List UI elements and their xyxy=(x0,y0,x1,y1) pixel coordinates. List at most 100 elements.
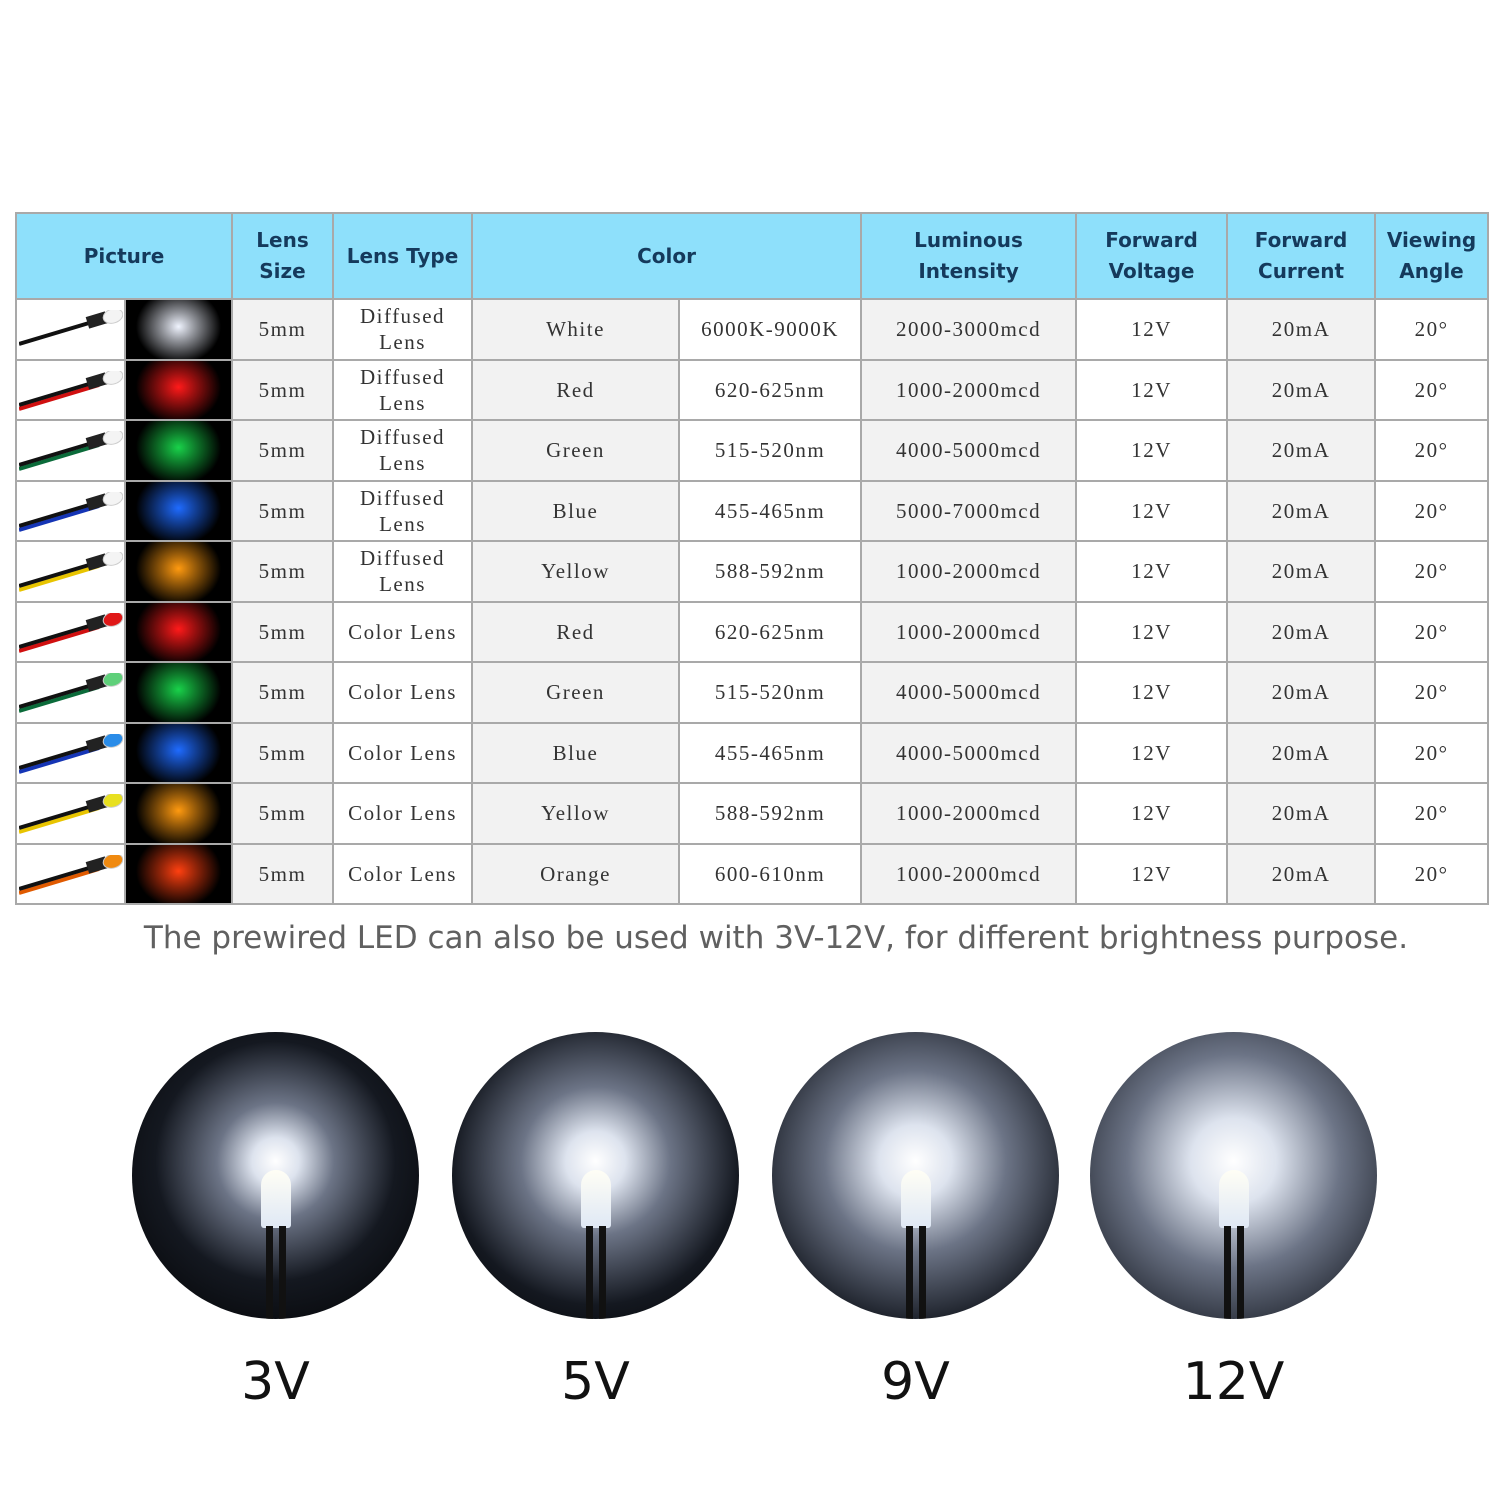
forward-voltage: 12V xyxy=(1075,540,1229,603)
lens-type: Diffused Lens xyxy=(332,479,474,542)
led-wire-photo xyxy=(15,479,126,542)
led-glow-icon xyxy=(126,723,232,782)
led-glow-icon xyxy=(126,542,232,601)
luminous-intensity: 1000-2000mcd xyxy=(860,600,1078,663)
led-brightness-photo xyxy=(772,1032,1059,1319)
color-name: Yellow xyxy=(471,540,681,603)
lens-type: Color Lens xyxy=(332,842,474,905)
forward-current: 20mA xyxy=(1226,358,1377,421)
forward-current: 20mA xyxy=(1226,600,1377,663)
prewired-led-icon xyxy=(19,370,123,411)
forward-current: 20mA xyxy=(1226,661,1377,724)
header-picture: Picture xyxy=(14,212,234,300)
viewing-angle: 20° xyxy=(1374,419,1490,482)
header-forward-current: Forward Current xyxy=(1226,212,1377,300)
led-wire-photo xyxy=(15,842,126,905)
luminous-intensity: 1000-2000mcd xyxy=(860,540,1078,603)
color-spec: 588-592nm xyxy=(678,782,863,845)
viewing-angle: 20° xyxy=(1374,721,1490,784)
table-row: 5mm Diffused Lens Green 515-520nm 4000-5… xyxy=(15,419,1490,482)
prewired-led-icon xyxy=(19,673,123,713)
viewing-angle: 20° xyxy=(1374,358,1490,421)
spec-table: Picture Lens Size Lens Type Color Lumino… xyxy=(14,212,1490,905)
lens-size: 5mm xyxy=(231,358,335,421)
luminous-intensity: 1000-2000mcd xyxy=(860,358,1078,421)
forward-voltage: 12V xyxy=(1075,782,1229,845)
forward-current: 20mA xyxy=(1226,298,1377,361)
luminous-intensity: 2000-3000mcd xyxy=(860,298,1078,361)
prewired-led-icon xyxy=(19,310,123,350)
table-row: 5mm Diffused Lens White 6000K-9000K 2000… xyxy=(15,298,1490,361)
color-spec: 6000K-9000K xyxy=(678,298,863,361)
forward-voltage: 12V xyxy=(1075,842,1229,905)
color-spec: 515-520nm xyxy=(678,661,863,724)
led-glow-photo xyxy=(123,540,234,603)
color-name: Blue xyxy=(471,479,681,542)
led-glow-icon xyxy=(126,421,232,480)
voltage-label: 5V xyxy=(561,1352,630,1412)
led-wire-photo xyxy=(15,298,126,361)
voltage-label: 9V xyxy=(881,1352,950,1412)
viewing-angle: 20° xyxy=(1374,842,1490,905)
led-glow-icon xyxy=(126,481,232,540)
lens-size: 5mm xyxy=(231,842,335,905)
lens-size: 5mm xyxy=(231,721,335,784)
led-brightness-photo xyxy=(1090,1032,1377,1319)
table-row: 5mm Diffused Lens Red 620-625nm 1000-200… xyxy=(15,358,1490,421)
forward-voltage: 12V xyxy=(1075,600,1229,663)
lens-size: 5mm xyxy=(231,782,335,845)
led-wire-photo xyxy=(15,782,126,845)
led-glow-photo xyxy=(123,298,234,361)
color-name: Red xyxy=(471,600,681,663)
lens-type: Color Lens xyxy=(332,782,474,845)
color-name: Yellow xyxy=(471,782,681,845)
forward-voltage: 12V xyxy=(1075,358,1229,421)
viewing-angle: 20° xyxy=(1374,479,1490,542)
caption: The prewired LED can also be used with 3… xyxy=(143,920,1409,956)
led-glow-photo xyxy=(123,600,234,663)
header-color: Color xyxy=(471,212,863,300)
led-brightness-photo xyxy=(452,1032,739,1319)
led-wire-photo xyxy=(15,358,126,421)
header-forward-voltage: Forward Voltage xyxy=(1075,212,1229,300)
voltage-label: 12V xyxy=(1182,1352,1285,1412)
led-glow-photo xyxy=(123,721,234,784)
header-luminous-intensity: Luminous Intensity xyxy=(860,212,1078,300)
led-glow-photo xyxy=(123,419,234,482)
lens-type: Color Lens xyxy=(332,721,474,784)
lens-size: 5mm xyxy=(231,600,335,663)
color-spec: 620-625nm xyxy=(678,600,863,663)
color-spec: 455-465nm xyxy=(678,721,863,784)
table-row: 5mm Diffused Lens Yellow 588-592nm 1000-… xyxy=(15,540,1490,603)
header-lens-type: Lens Type xyxy=(332,212,474,300)
led-legs-icon xyxy=(905,1226,926,1319)
lens-size: 5mm xyxy=(231,419,335,482)
viewing-angle: 20° xyxy=(1374,661,1490,724)
header-lens-size: Lens Size xyxy=(231,212,335,300)
forward-voltage: 12V xyxy=(1075,721,1229,784)
lens-type: Diffused Lens xyxy=(332,419,474,482)
luminous-intensity: 4000-5000mcd xyxy=(860,661,1078,724)
led-glow-icon xyxy=(126,300,232,359)
forward-current: 20mA xyxy=(1226,419,1377,482)
header-viewing-angle: Viewing Angle xyxy=(1374,212,1490,300)
led-glow-photo xyxy=(123,661,234,724)
led-wire-photo xyxy=(15,540,126,603)
led-brightness-photo xyxy=(132,1032,419,1319)
table-row: 5mm Color Lens Green 515-520nm 4000-5000… xyxy=(15,661,1490,724)
prewired-led-icon xyxy=(19,552,123,592)
color-spec: 588-592nm xyxy=(678,540,863,603)
led-bulb-icon xyxy=(1218,1170,1249,1228)
led-wire-photo xyxy=(15,600,126,663)
color-name: Orange xyxy=(471,842,681,905)
led-glow-icon xyxy=(126,844,232,903)
led-legs-icon xyxy=(265,1226,286,1319)
color-spec: 620-625nm xyxy=(678,358,863,421)
viewing-angle: 20° xyxy=(1374,782,1490,845)
forward-current: 20mA xyxy=(1226,479,1377,542)
forward-current: 20mA xyxy=(1226,782,1377,845)
table-header-row: Picture Lens Size Lens Type Color Lumino… xyxy=(14,212,1490,300)
luminous-intensity: 4000-5000mcd xyxy=(860,721,1078,784)
lens-type: Color Lens xyxy=(332,661,474,724)
color-spec: 600-610nm xyxy=(678,842,863,905)
